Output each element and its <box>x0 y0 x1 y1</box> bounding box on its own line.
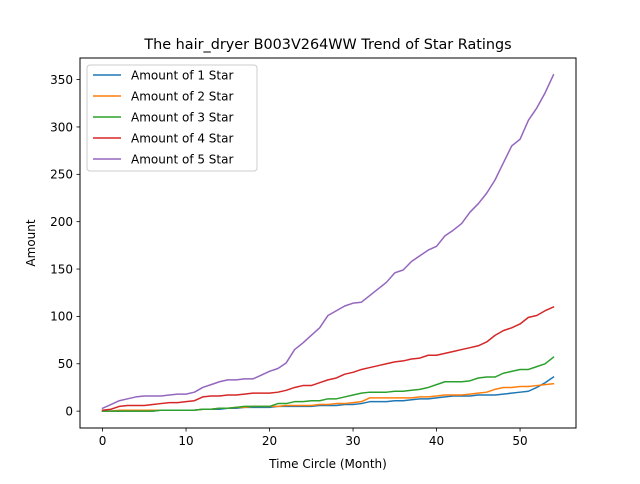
x-tick-label: 20 <box>262 434 277 448</box>
y-tick-label: 100 <box>50 310 73 324</box>
plot-area-frame <box>79 57 577 429</box>
legend-label-4-star: Amount of 4 Star <box>131 131 233 145</box>
x-tick-label: 30 <box>345 434 360 448</box>
series-lines <box>101 73 555 412</box>
legend-label-2-star: Amount of 2 Star <box>131 89 233 103</box>
y-tick-label: 300 <box>50 120 73 134</box>
series-line-3-star <box>101 356 555 412</box>
y-tick-label: 50 <box>58 357 73 371</box>
legend-items: Amount of 1 Star Amount of 2 Star Amount o… <box>93 68 233 166</box>
legend-label-5-star: Amount of 5 Star <box>131 152 233 166</box>
legend-box <box>86 64 258 172</box>
legend-label-3-star: Amount of 3 Star <box>131 110 233 124</box>
x-axis-ticks: 0 10 20 30 40 50 <box>99 428 528 448</box>
y-axis-ticks: 0 50 100 150 200 250 300 350 <box>50 73 80 418</box>
y-tick-label: 350 <box>50 73 73 87</box>
x-tick-label: 0 <box>99 434 107 448</box>
y-axis-label: Amount <box>24 219 38 266</box>
chart-title: The hair_dryer B003V264WW Trend of Star … <box>143 37 511 53</box>
legend: Amount of 1 Star Amount of 2 Star Amount o… <box>86 64 258 172</box>
x-tick-label: 40 <box>429 434 444 448</box>
y-tick-label: 250 <box>50 168 73 182</box>
series-line-5-star <box>101 73 555 410</box>
y-tick-label: 0 <box>65 404 73 418</box>
x-tick-label: 10 <box>178 434 193 448</box>
y-tick-label: 200 <box>50 215 73 229</box>
legend-label-1-star: Amount of 1 Star <box>131 68 233 82</box>
y-tick-label: 150 <box>50 262 73 276</box>
x-axis-label: Time Circle (Month) <box>268 457 387 471</box>
x-tick-label: 50 <box>512 434 527 448</box>
series-line-4-star <box>101 305 555 412</box>
